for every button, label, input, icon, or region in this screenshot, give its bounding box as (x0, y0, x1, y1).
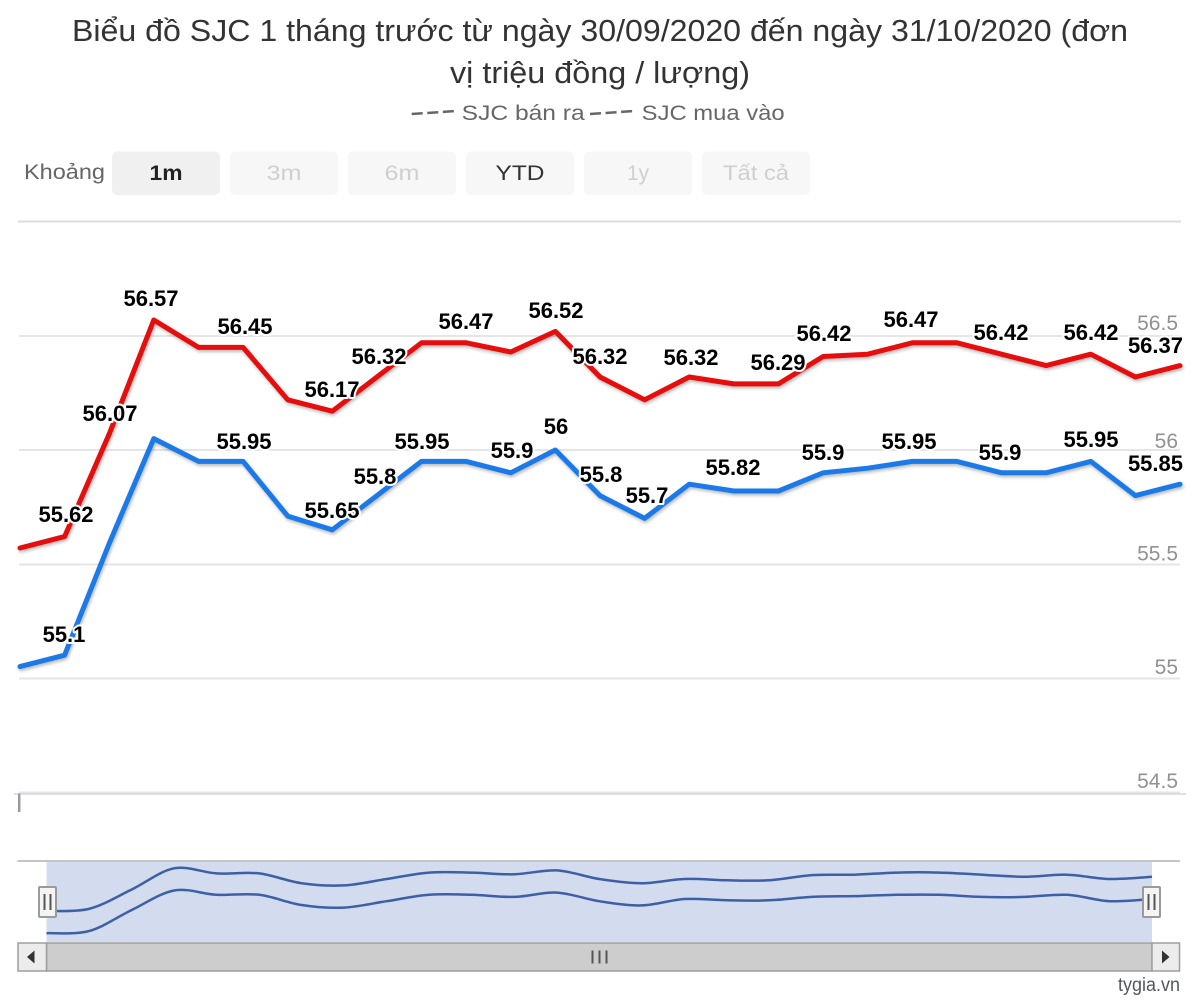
svg-text:56.42: 56.42 (796, 321, 851, 346)
svg-text:6m: 6m (385, 162, 420, 185)
svg-text:3m: 3m (267, 162, 302, 185)
svg-text:56.5: 56.5 (1137, 312, 1178, 335)
svg-text:56.47: 56.47 (438, 309, 493, 334)
svg-text:SJC mua vào: SJC mua vào (642, 102, 785, 125)
svg-text:56.32: 56.32 (663, 345, 718, 370)
svg-text:56: 56 (1155, 430, 1178, 453)
svg-text:Tất cả: Tất cả (723, 162, 789, 185)
svg-text:56.42: 56.42 (973, 320, 1028, 345)
svg-text:55.8: 55.8 (354, 464, 397, 489)
svg-text:Biểu đồ SJC 1 tháng trước từ n: Biểu đồ SJC 1 tháng trước từ ngày 30/09/… (72, 13, 1128, 48)
svg-text:55.95: 55.95 (881, 429, 936, 454)
svg-text:55.82: 55.82 (705, 455, 760, 480)
svg-text:55.1: 55.1 (43, 622, 86, 647)
svg-text:55.85: 55.85 (1128, 451, 1183, 476)
svg-text:56.32: 56.32 (351, 344, 406, 369)
svg-text:56.32: 56.32 (572, 344, 627, 369)
svg-text:SJC bán ra: SJC bán ra (462, 102, 585, 125)
svg-text:56.47: 56.47 (883, 307, 938, 332)
svg-text:56: 56 (544, 414, 568, 439)
svg-text:1y: 1y (627, 162, 649, 185)
svg-text:Khoảng: Khoảng (24, 161, 105, 184)
svg-text:55: 55 (1155, 656, 1178, 679)
svg-text:56.42: 56.42 (1063, 320, 1118, 345)
svg-text:55.62: 55.62 (38, 502, 93, 527)
svg-text:55.9: 55.9 (979, 440, 1022, 465)
svg-text:55.65: 55.65 (304, 498, 359, 523)
svg-text:56.52: 56.52 (528, 298, 583, 323)
svg-text:56.17: 56.17 (304, 377, 359, 402)
svg-text:55.9: 55.9 (802, 440, 845, 465)
svg-text:56.37: 56.37 (1128, 333, 1183, 358)
svg-text:55.95: 55.95 (394, 429, 449, 454)
svg-text:YTD: YTD (496, 162, 545, 185)
svg-text:55.95: 55.95 (216, 429, 271, 454)
svg-text:55.95: 55.95 (1063, 427, 1118, 452)
svg-text:55.5: 55.5 (1137, 543, 1178, 566)
svg-text:vị triệu đồng / lượng): vị triệu đồng / lượng) (450, 55, 750, 90)
svg-text:55.8: 55.8 (580, 462, 623, 487)
svg-text:56.45: 56.45 (217, 314, 272, 339)
svg-text:55.7: 55.7 (626, 483, 669, 508)
svg-text:56.57: 56.57 (123, 286, 178, 311)
svg-text:1m: 1m (150, 162, 183, 185)
svg-text:tygia.vn: tygia.vn (1118, 975, 1180, 996)
svg-text:55.9: 55.9 (491, 438, 534, 463)
svg-text:54.5: 54.5 (1137, 770, 1178, 793)
svg-text:56.07: 56.07 (82, 401, 137, 426)
svg-text:56.29: 56.29 (750, 350, 805, 375)
